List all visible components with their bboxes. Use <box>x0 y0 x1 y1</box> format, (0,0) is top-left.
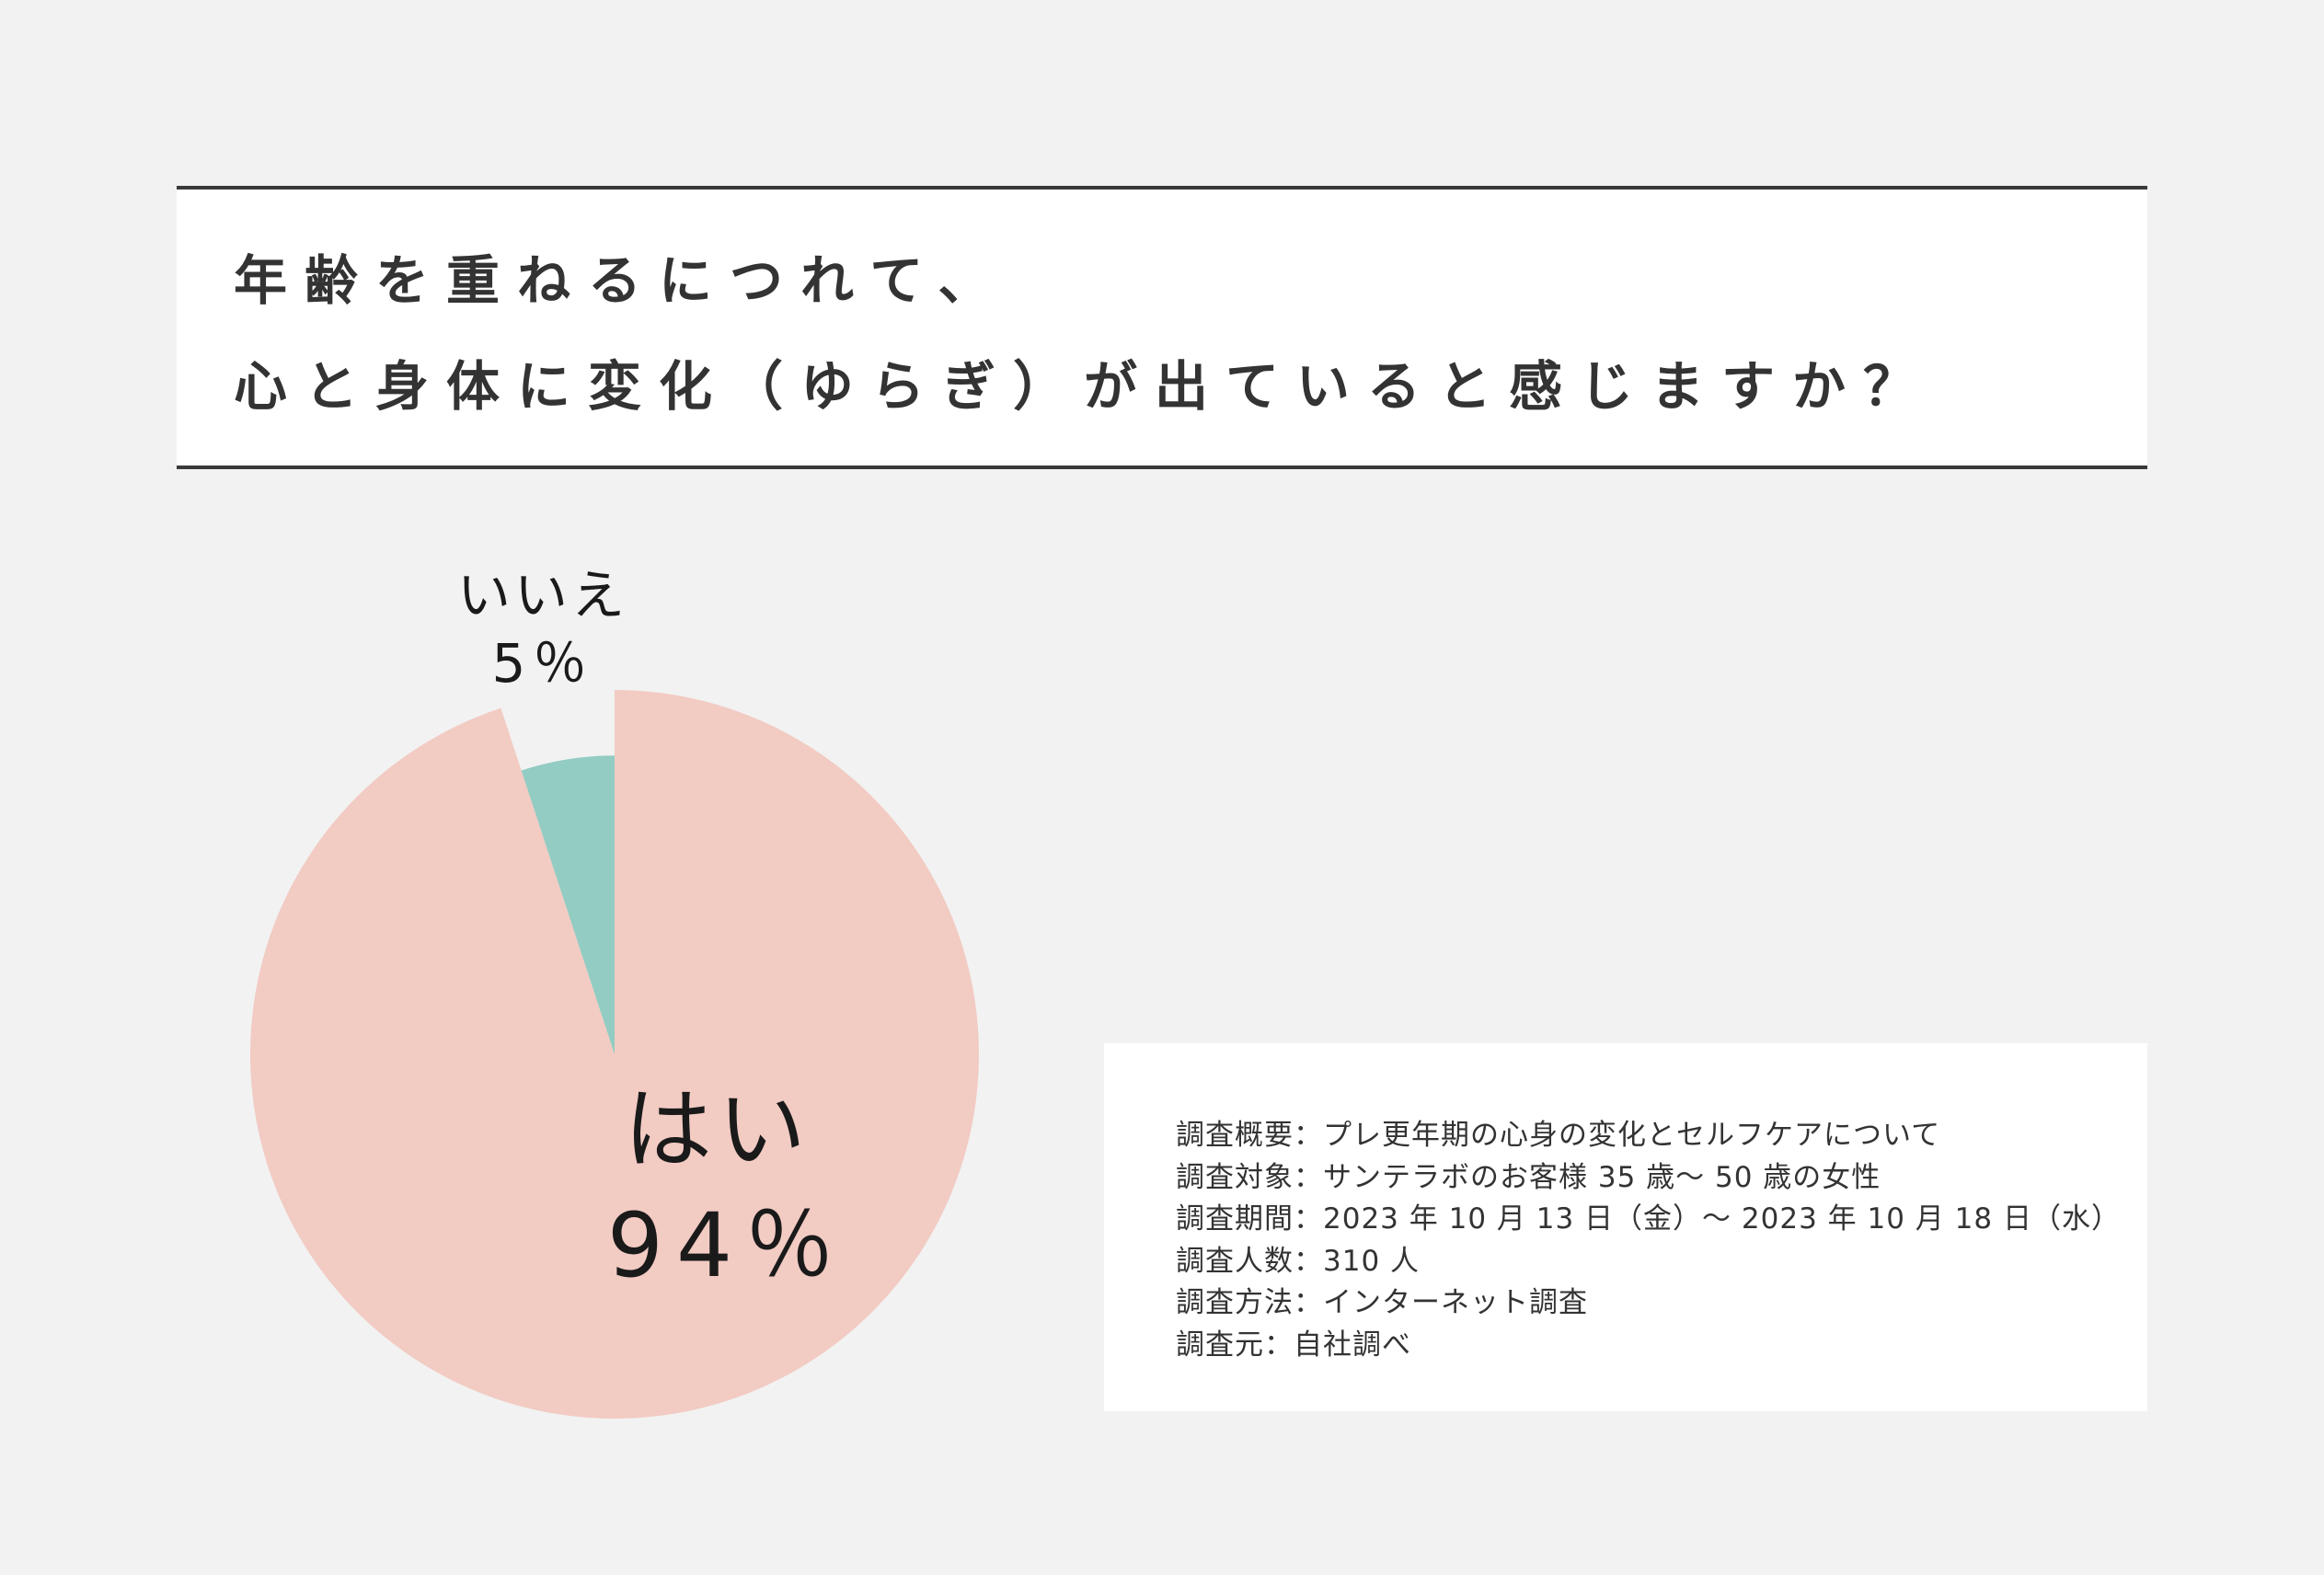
pie-slice-no <box>521 755 615 1054</box>
pie-chart <box>249 690 979 1419</box>
survey-info-panel: 調査概要：プレ更年期の心身の変化とセルフケアについて 調査対象：サンテラボのお客… <box>1104 1043 2147 1411</box>
title-panel: 年齢を重ねるにつれて、 心と身体に変化（ゆらぎ）が出ていると感じますか？ <box>177 186 2147 469</box>
survey-source: 調査元：自社調べ <box>1176 1328 1411 1362</box>
survey-summary: 調査概要：プレ更年期の心身の変化とセルフケアについて <box>1176 1119 1941 1152</box>
pie-slices-group <box>249 690 979 1419</box>
survey-target: 調査対象：サンテラボのお客様 35 歳〜 50 歳の女性 <box>1176 1160 1881 1194</box>
slice-value-no: 5％ <box>491 632 594 695</box>
slice-value-yes: 94％ <box>606 1194 847 1297</box>
pie-slice-yes <box>249 690 979 1419</box>
survey-period: 調査期間：2023 年 10 月 13 日（金）〜 2023 年 10 月 18… <box>1176 1202 2121 1236</box>
chart-title-line-2: 心と身体に変化（ゆらぎ）が出ていると感じますか？ <box>234 355 1935 418</box>
survey-count: 調査人数：310 人 <box>1176 1244 1421 1278</box>
slice-label-yes: はい <box>624 1078 811 1181</box>
slice-label-no: いいえ <box>456 564 628 627</box>
survey-method: 調査方法：インターネット調査 <box>1176 1286 1588 1319</box>
chart-title-line-1: 年齢を重ねるにつれて、 <box>234 249 1009 312</box>
